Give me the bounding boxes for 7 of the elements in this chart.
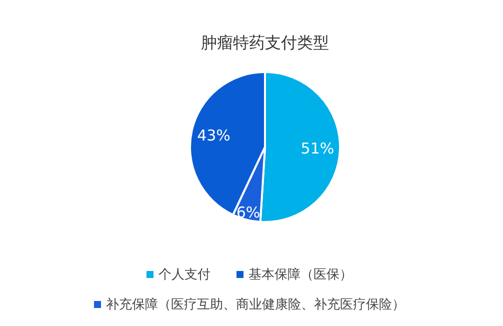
data-label: 43% [197, 126, 230, 145]
data-label: 6% [236, 203, 260, 222]
data-label: 51% [300, 140, 334, 158]
chart-title: 肿瘤特药支付类型 [201, 33, 329, 52]
legend-label: 基本保障（医保） [248, 268, 352, 282]
legend-label: 补充保障（医疗互助、商业健康险、补充医疗保险） [106, 298, 405, 312]
legend-label: 个人支付 [158, 268, 210, 282]
